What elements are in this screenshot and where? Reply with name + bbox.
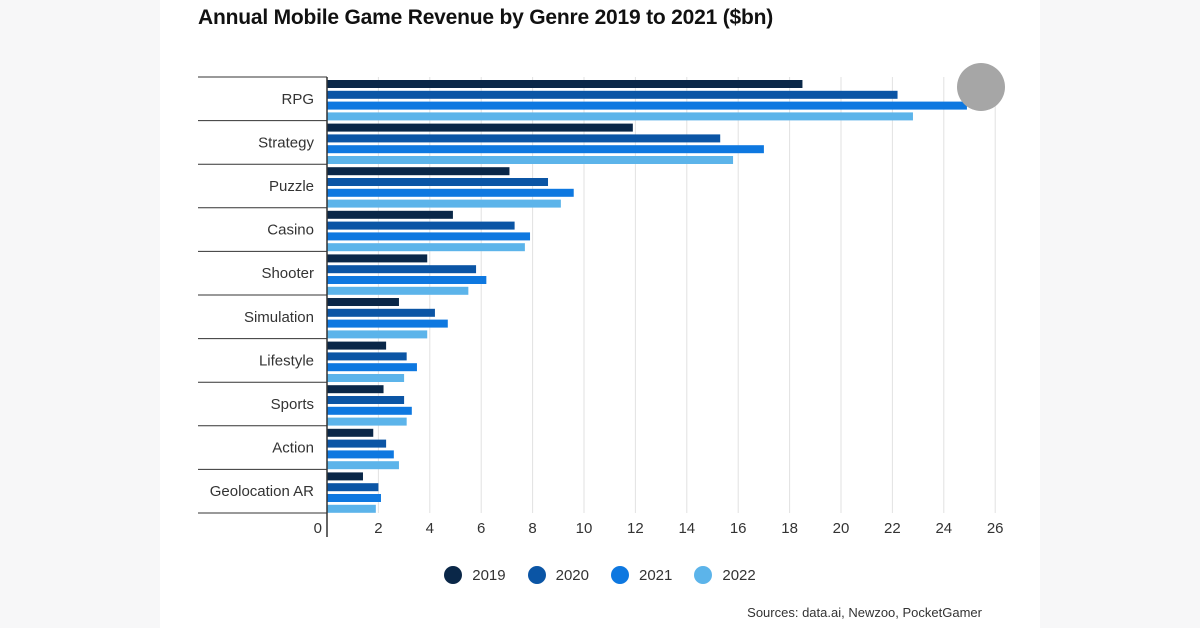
chart-title: Annual Mobile Game Revenue by Genre 2019… bbox=[198, 6, 774, 29]
category-label: Lifestyle bbox=[259, 352, 314, 369]
bar-2022-strategy bbox=[327, 156, 734, 164]
bar-2022-geolocation-ar bbox=[327, 504, 376, 513]
bar-2021-casino bbox=[327, 232, 531, 241]
x-tick-label: 2 bbox=[374, 520, 382, 537]
bar-2019-casino bbox=[327, 210, 453, 219]
category-label: Puzzle bbox=[269, 178, 314, 195]
legend-label: 2021 bbox=[639, 566, 673, 584]
legend-item-2020: 2020 bbox=[527, 566, 589, 584]
bar-2022-shooter bbox=[327, 286, 469, 295]
x-tick-label: 16 bbox=[730, 520, 747, 537]
bar-2022-casino bbox=[327, 243, 525, 252]
legend-label: 2020 bbox=[555, 566, 589, 584]
bar-2021-puzzle bbox=[327, 188, 574, 197]
highlight-marker bbox=[957, 63, 1005, 111]
bar-2019-action bbox=[327, 428, 374, 437]
bar-2019-geolocation-ar bbox=[327, 472, 363, 481]
bar-2020-puzzle bbox=[327, 178, 549, 186]
legend-item-2021: 2021 bbox=[611, 566, 672, 584]
bar-2019-lifestyle bbox=[327, 341, 387, 350]
bar-2020-simulation bbox=[327, 308, 435, 317]
legend-dot bbox=[444, 566, 463, 584]
bar-2020-shooter bbox=[327, 265, 477, 274]
legend-item-2022: 2022 bbox=[694, 566, 756, 584]
x-tick-label: 22 bbox=[884, 520, 901, 537]
legend-dot bbox=[694, 566, 713, 584]
bar-2022-lifestyle bbox=[327, 374, 405, 382]
bar-2021-lifestyle bbox=[327, 363, 417, 372]
bar-2021-simulation bbox=[327, 319, 448, 328]
legend-label: 2019 bbox=[472, 566, 506, 584]
bar-2022-puzzle bbox=[327, 199, 561, 208]
source-note: Sources: data.ai, Newzoo, PocketGamer bbox=[747, 605, 982, 620]
bar-2020-strategy bbox=[327, 134, 721, 143]
category-label: Casino bbox=[267, 222, 314, 239]
bar-chart: RPG Strategy Puzzle Casino Shooter Simulation… bbox=[198, 63, 1005, 537]
x-tick-label: 24 bbox=[935, 520, 952, 537]
x-tick-label: 4 bbox=[426, 520, 434, 537]
category-label: Action bbox=[272, 440, 314, 457]
bar-2019-simulation bbox=[327, 298, 399, 306]
bar-2019-sports bbox=[327, 385, 384, 394]
x-tick-label: 14 bbox=[678, 520, 695, 537]
bar-2021-action bbox=[327, 450, 394, 459]
bar-2021-strategy bbox=[327, 145, 764, 154]
bar-2019-strategy bbox=[327, 123, 633, 132]
bar-2022-sports bbox=[327, 417, 407, 426]
bar-2019-puzzle bbox=[327, 167, 510, 176]
bar-2019-rpg bbox=[327, 80, 803, 88]
legend-item-2019: 2019 bbox=[444, 566, 506, 584]
x-tick-label: 0 bbox=[314, 520, 322, 537]
bar-2020-geolocation-ar bbox=[327, 483, 379, 492]
bar-2020-casino bbox=[327, 221, 515, 230]
bar-2022-action bbox=[327, 461, 399, 470]
chart-legend: 2019 2020 2021 2022 bbox=[0, 566, 1200, 584]
category-label: Sports bbox=[271, 396, 314, 413]
bar-2022-rpg bbox=[327, 112, 913, 121]
bar-2022-simulation bbox=[327, 330, 428, 339]
bar-2021-shooter bbox=[327, 276, 487, 284]
bar-2020-sports bbox=[327, 396, 405, 404]
left-margin bbox=[0, 0, 160, 628]
x-tick-label: 10 bbox=[576, 520, 593, 537]
x-tick-label: 20 bbox=[833, 520, 850, 537]
bar-2021-rpg bbox=[327, 101, 967, 110]
category-label: Shooter bbox=[261, 265, 314, 282]
bar-2021-sports bbox=[327, 406, 412, 415]
bar-2020-lifestyle bbox=[327, 352, 407, 361]
right-margin bbox=[1040, 0, 1200, 628]
x-tick-label: 26 bbox=[987, 520, 1004, 537]
bar-2019-shooter bbox=[327, 254, 428, 263]
legend-label: 2022 bbox=[722, 566, 756, 584]
category-label: Geolocation AR bbox=[210, 483, 314, 500]
x-tick-label: 18 bbox=[781, 520, 798, 537]
x-tick-label: 6 bbox=[477, 520, 485, 537]
bar-2020-action bbox=[327, 439, 387, 448]
category-label: Strategy bbox=[258, 134, 314, 151]
bar-2021-geolocation-ar bbox=[327, 494, 381, 502]
bar-2020-rpg bbox=[327, 90, 898, 99]
legend-dot bbox=[527, 566, 546, 584]
category-label: Simulation bbox=[244, 309, 314, 326]
x-tick-label: 12 bbox=[627, 520, 644, 537]
legend-dot bbox=[611, 566, 629, 584]
category-label: RPG bbox=[281, 91, 314, 108]
x-tick-label: 8 bbox=[528, 520, 536, 537]
